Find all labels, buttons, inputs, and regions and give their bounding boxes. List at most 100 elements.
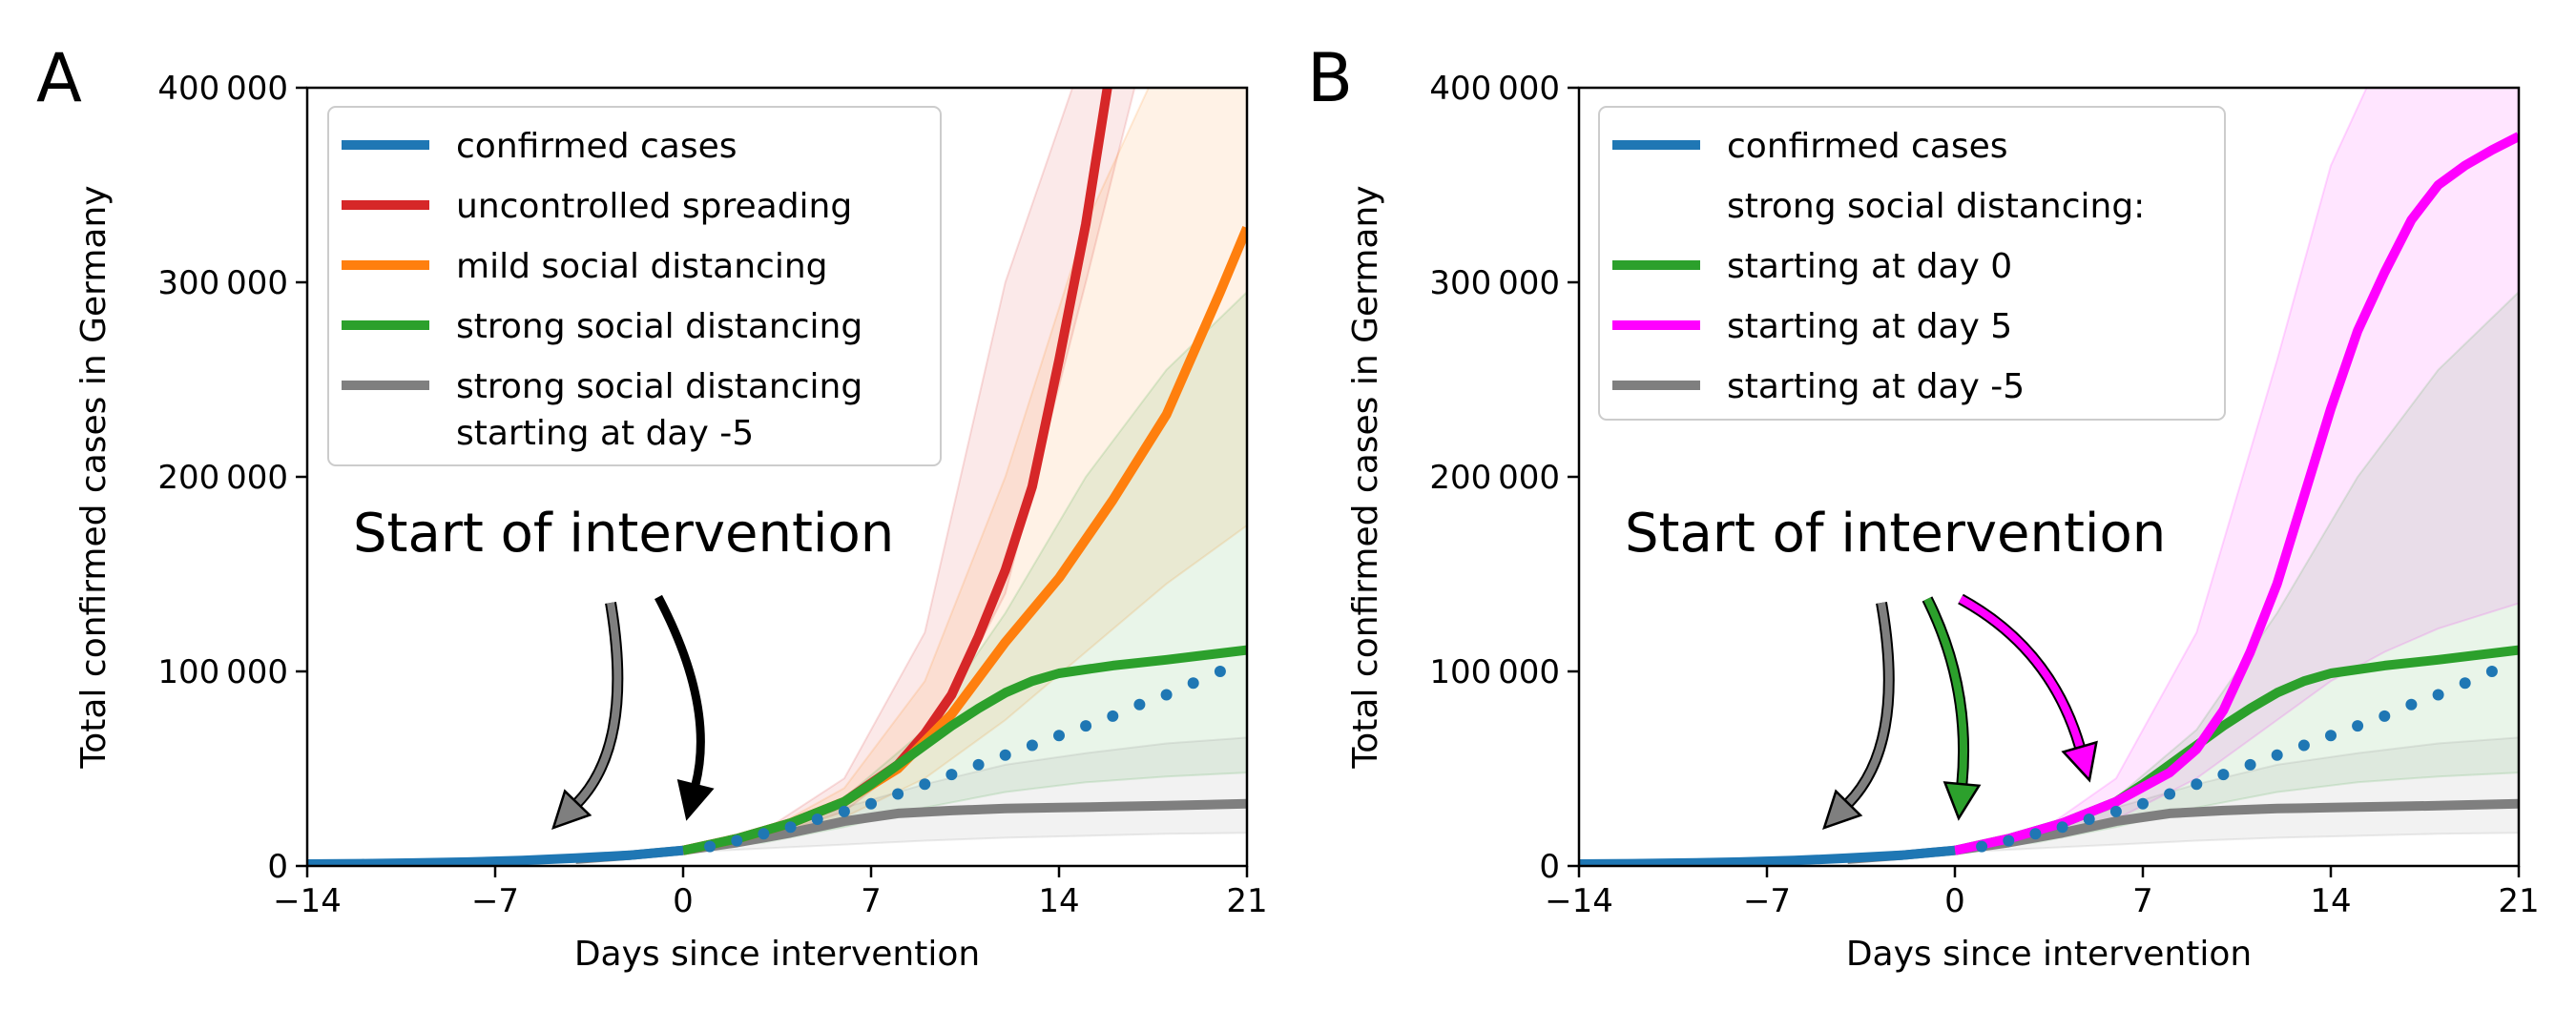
legend-item-strong-social-distancing: strong social distancing starting at day … <box>342 367 862 453</box>
arrow-day-minus-5 <box>551 602 624 831</box>
y-tick-label: 300 000 <box>1429 264 1560 302</box>
panel-b: −14 −7 0 7 14 21 0 100 000 200 000 300 000 400 000… <box>1307 39 2540 974</box>
data-point <box>1187 677 1199 690</box>
y-tick-label: 200 000 <box>1429 459 1560 497</box>
data-point <box>2352 720 2364 732</box>
data-point <box>865 797 877 810</box>
data-point <box>1026 739 1038 752</box>
data-point <box>1214 666 1226 677</box>
data-point <box>2325 730 2337 742</box>
series-confirmed-cases-dotted <box>1976 666 2498 853</box>
legend-label: confirmed cases <box>456 127 737 166</box>
legend-item-confirmed-cases: confirmed cases <box>1612 127 2008 166</box>
legend-label: strong social distancing: <box>1727 187 2145 226</box>
arrow-head <box>2061 740 2098 783</box>
annotation-start-of-intervention: Start of intervention <box>353 503 894 565</box>
y-tick-label: 100 000 <box>1429 653 1560 691</box>
data-point <box>2164 788 2176 800</box>
data-point <box>2029 828 2042 840</box>
band-uncontrolled-spreading <box>682 88 1136 852</box>
legend-item-strong-social-distancing: strong social distancing: <box>1727 187 2145 226</box>
arrow-day-0 <box>1922 596 1982 821</box>
y-tick-label: 400 000 <box>1429 70 1560 108</box>
panel-letter: B <box>1307 39 1353 117</box>
data-point <box>2405 698 2418 711</box>
legend-item-confirmed-cases: confirmed cases <box>342 127 737 166</box>
band-mild-social-distancing <box>682 88 1247 852</box>
arrow-shaft <box>654 594 705 787</box>
legend-label: strong social distancing <box>456 307 862 346</box>
y-axis-label: Total confirmed cases in Germany <box>1346 185 1385 769</box>
data-point <box>2137 797 2149 810</box>
y-tick-label: 300 000 <box>157 264 288 302</box>
y-tick-label: 0 <box>267 848 288 886</box>
y-tick-label: 0 <box>1539 848 1560 886</box>
arrow-head <box>1942 781 1982 821</box>
legend-box <box>327 106 942 466</box>
y-tick-label: 200 000 <box>157 459 288 497</box>
data-point <box>1107 710 1119 722</box>
data-point <box>2432 689 2444 701</box>
arrow-shaft <box>1923 597 1968 785</box>
series-confirmed-cases <box>1579 845 1956 866</box>
data-point <box>2485 666 2498 677</box>
x-tick-label: 14 <box>1038 882 1079 920</box>
x-tick-label: 0 <box>1944 882 1965 920</box>
y-axis-label: Total confirmed cases in Germany <box>74 185 114 769</box>
data-point <box>731 834 743 847</box>
arrow-day-0 <box>654 594 715 821</box>
plot-area <box>307 88 1247 866</box>
data-point <box>704 840 717 853</box>
x-tick-label: 7 <box>861 882 882 920</box>
plot-area <box>1579 88 2519 866</box>
data-point <box>892 788 904 800</box>
data-point <box>2379 710 2391 722</box>
y-tick-label: 400 000 <box>157 70 288 108</box>
data-point <box>2056 821 2068 834</box>
x-tick-label: 21 <box>2498 882 2539 920</box>
data-point <box>1160 689 1173 701</box>
data-point <box>2297 739 2310 752</box>
arrow-shaft <box>574 602 622 806</box>
data-point <box>919 778 931 791</box>
legend-label: starting at day -5 <box>1727 367 2025 406</box>
data-point <box>2191 778 2203 791</box>
legend-label: mild social distancing <box>456 247 828 286</box>
x-tick-label: 21 <box>1226 882 1267 920</box>
arrow-day-minus-5 <box>1822 601 1895 831</box>
data-point <box>2459 677 2471 690</box>
arrow-day-5 <box>1958 593 2098 783</box>
legend-box <box>1598 106 2226 421</box>
arrow-head <box>676 778 715 821</box>
x-tick-label: −14 <box>1545 882 1613 920</box>
legend-item-starting-at-day-0: starting at day 0 <box>1612 247 2012 286</box>
legend-label: strong social distancing <box>456 367 862 406</box>
x-axis-label: Days since intervention <box>574 935 980 974</box>
x-tick-label: −7 <box>1743 882 1791 920</box>
x-tick-label: 0 <box>673 882 694 920</box>
legend-label: starting at day 0 <box>1727 247 2012 286</box>
data-point <box>838 805 850 817</box>
series-confirmed-cases-dotted <box>704 666 1226 853</box>
x-tick-label: −14 <box>273 882 342 920</box>
legend-label-line2: starting at day -5 <box>456 414 754 453</box>
x-axis-label: Days since intervention <box>1846 935 2252 974</box>
annotation-start-of-intervention: Start of intervention <box>1625 503 2166 565</box>
arrow-shaft <box>1959 595 2084 749</box>
arrow-shaft <box>1845 602 1893 807</box>
arrow-head <box>1822 789 1863 831</box>
arrow-outline <box>1958 593 2086 750</box>
data-point <box>972 758 985 771</box>
panel-a: −14 −7 0 7 14 21 0 100 000 200 000 300 000 400 000… <box>36 39 1268 974</box>
data-point <box>1133 698 1146 711</box>
data-point <box>2003 834 2015 847</box>
data-point <box>2083 814 2095 825</box>
arrow-head <box>551 789 592 831</box>
data-point <box>2109 805 2122 817</box>
legend-label: confirmed cases <box>1727 127 2008 166</box>
data-point <box>784 821 797 834</box>
series-starting-at-day-5 <box>1953 132 2519 855</box>
data-point <box>1976 840 1988 853</box>
data-point <box>811 814 823 825</box>
